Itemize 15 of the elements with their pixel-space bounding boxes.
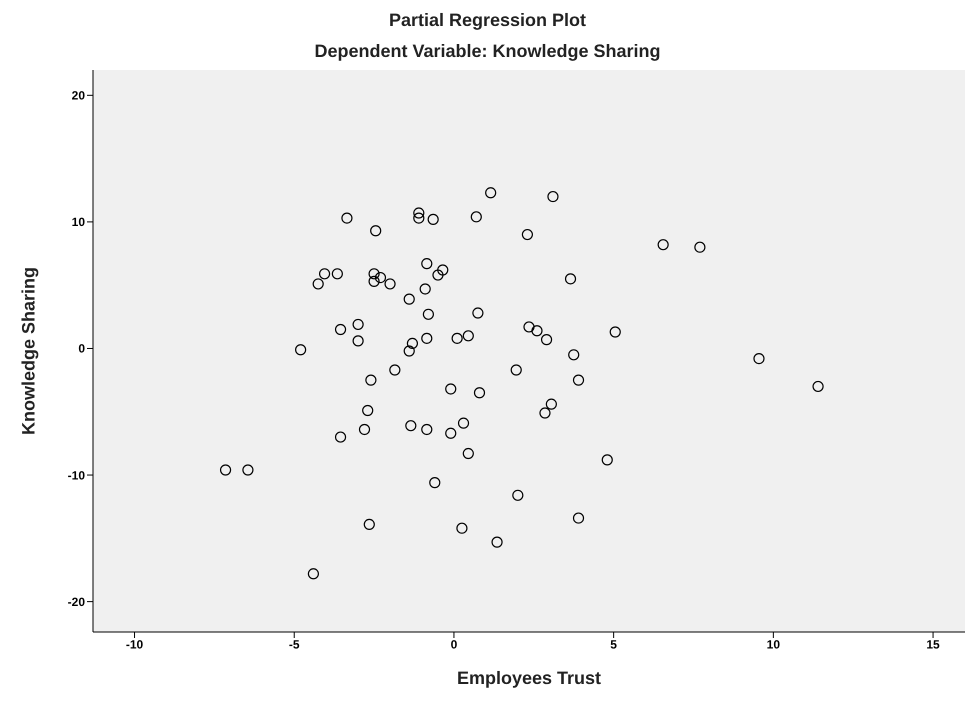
x-axis-title: Employees Trust xyxy=(456,668,602,688)
x-tick-label: 15 xyxy=(926,638,940,652)
x-tick-label: -10 xyxy=(126,638,144,652)
x-tick-label: -5 xyxy=(288,638,300,652)
y-tick-label: -20 xyxy=(68,594,86,609)
chart-subtitle: Dependent Variable: Knowledge Sharing xyxy=(313,41,662,62)
y-tick-label: 0 xyxy=(78,342,86,356)
y-tick-label: -10 xyxy=(68,468,86,482)
x-tick-label: 0 xyxy=(450,638,458,652)
chart-title: Partial Regression Plot xyxy=(388,10,588,31)
y-tick-label: 20 xyxy=(72,88,86,103)
x-tick-label: 5 xyxy=(610,638,618,652)
y-axis-title: Knowledge Sharing xyxy=(18,266,38,436)
y-tick-label: 10 xyxy=(72,215,86,230)
x-tick-label: 10 xyxy=(766,638,780,652)
